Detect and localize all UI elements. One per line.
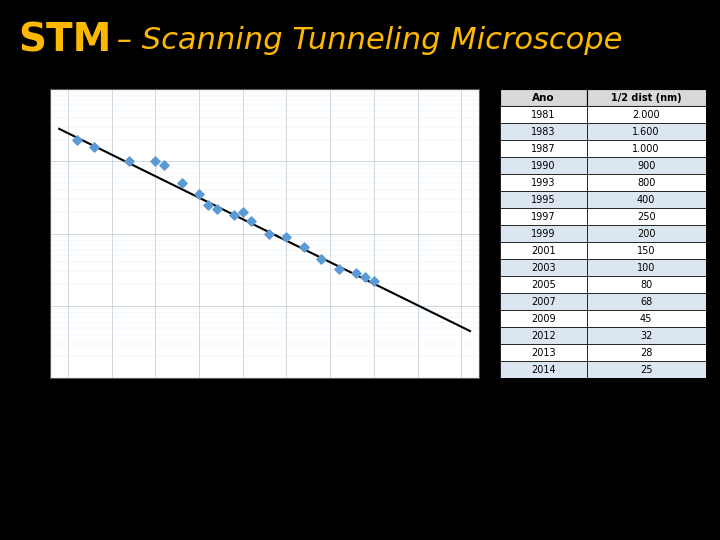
Text: 1.600: 1.600 (632, 126, 660, 137)
Bar (587, 310, 706, 327)
Bar (500, 361, 587, 378)
Text: 2003: 2003 (531, 262, 556, 273)
Text: 100: 100 (637, 262, 655, 273)
Bar (500, 276, 587, 293)
Bar (587, 259, 706, 276)
Text: 800: 800 (637, 178, 655, 187)
Bar (500, 174, 587, 191)
Bar (587, 174, 706, 191)
Bar (587, 225, 706, 242)
Text: 400: 400 (637, 194, 655, 205)
Text: 2005: 2005 (531, 280, 556, 289)
Point (193, 190, 204, 199)
Text: ? Em que ano isso acontecerá,: ? Em que ano isso acontecerá, (449, 487, 657, 500)
Text: 1983: 1983 (531, 126, 556, 137)
Point (228, 211, 240, 219)
Text: 1995: 1995 (531, 194, 556, 205)
Text: seguindo a tendência?: seguindo a tendência? (22, 529, 172, 540)
Text: 2001: 2001 (531, 246, 556, 255)
Bar (587, 106, 706, 123)
Text: 1990: 1990 (531, 160, 556, 171)
Text: 25: 25 (640, 364, 652, 375)
Bar (587, 327, 706, 344)
Point (89, 142, 100, 151)
Point (351, 269, 362, 278)
Text: Suponha que em 2014 a probabilidade de tunelamento entre dois eletrodos era de: Suponha que em 2014 a probabilidade de t… (22, 404, 577, 417)
Bar (587, 276, 706, 293)
Point (158, 160, 170, 169)
Bar (587, 191, 706, 208)
Point (202, 200, 214, 209)
Text: -5: -5 (431, 479, 440, 488)
Bar (587, 140, 706, 157)
Point (368, 276, 379, 285)
Text: 2012: 2012 (531, 330, 556, 341)
Bar (500, 293, 587, 310)
Bar (500, 191, 587, 208)
Text: 1.000: 1.000 (632, 144, 660, 153)
Text: 2007: 2007 (531, 296, 556, 307)
Point (359, 273, 371, 281)
Point (176, 179, 187, 187)
Point (333, 265, 345, 274)
Text: 28: 28 (640, 348, 652, 357)
Bar (500, 123, 587, 140)
Bar (587, 293, 706, 310)
Text: 2009: 2009 (531, 314, 556, 323)
Text: 2.000: 2.000 (632, 110, 660, 119)
Bar (500, 344, 587, 361)
Text: 32: 32 (640, 330, 652, 341)
Text: 2013: 2013 (531, 348, 556, 357)
Title: Meia-distância entre eletrodos
de memória DRAM (nm): Meia-distância entre eletrodos de memóri… (163, 57, 366, 85)
Bar (500, 310, 587, 327)
Text: 2014: 2014 (531, 364, 556, 375)
Point (237, 207, 248, 216)
Bar (500, 208, 587, 225)
Text: – Scanning Tunneling Microscope: – Scanning Tunneling Microscope (107, 25, 622, 55)
Bar (500, 327, 587, 344)
Bar (587, 157, 706, 174)
Text: . De quanto teríamos de reduzir a distância para essa probabilidade aumentar: . De quanto teríamos de reduzir a distân… (65, 446, 589, 458)
Bar (587, 123, 706, 140)
Text: 250: 250 (636, 212, 655, 221)
Text: 150: 150 (637, 246, 655, 255)
Text: 900: 900 (637, 160, 655, 171)
Point (150, 157, 161, 166)
Bar (500, 225, 587, 242)
Bar (500, 157, 587, 174)
Bar (587, 242, 706, 259)
Text: 200: 200 (637, 228, 655, 239)
Bar (500, 106, 587, 123)
Text: 45: 45 (640, 314, 652, 323)
Text: 1981: 1981 (531, 110, 556, 119)
Bar (587, 361, 706, 378)
Bar (587, 208, 706, 225)
Text: -15: -15 (46, 437, 60, 447)
Bar (587, 344, 706, 361)
Bar (587, 89, 706, 106)
Point (211, 205, 222, 213)
Text: 10: 10 (22, 446, 38, 458)
Text: Ano: Ano (532, 92, 555, 103)
Point (315, 254, 327, 263)
Text: 80: 80 (640, 280, 652, 289)
Point (298, 243, 310, 252)
Text: por um fator de 10 bilhões, chegando a 10: por um fator de 10 bilhões, chegando a 1… (22, 487, 307, 500)
Bar (500, 89, 587, 106)
Point (281, 233, 292, 241)
Point (123, 157, 135, 166)
Point (71, 135, 82, 144)
Text: 1/2 dist (nm): 1/2 dist (nm) (611, 92, 681, 103)
Text: 1993: 1993 (531, 178, 556, 187)
Bar (500, 140, 587, 157)
Text: 1999: 1999 (531, 228, 556, 239)
Text: 1987: 1987 (531, 144, 556, 153)
Text: 1997: 1997 (531, 212, 556, 221)
Point (246, 217, 257, 225)
Bar (500, 242, 587, 259)
Point (264, 229, 275, 238)
Text: STM: STM (18, 21, 112, 59)
Text: 68: 68 (640, 296, 652, 307)
Bar (500, 259, 587, 276)
